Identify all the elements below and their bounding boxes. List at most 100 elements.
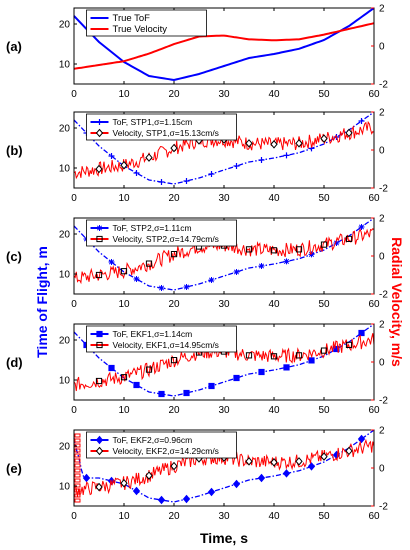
legend-label: Velocity, STP2,σ=14.79cm/s [113,234,219,244]
y-tick-label-left: 10 [59,164,71,175]
legend-label: True ToF [113,13,151,24]
y-tick-label-left: 20 [59,336,71,347]
x-tick-label: 60 [368,511,380,522]
y-tick-label-right: 2 [379,108,385,119]
x-tick-label: 30 [218,405,230,416]
y-tick-label-right: 0 [379,252,385,263]
y-tick-label-left: 20 [59,124,71,135]
legend-marker [95,435,104,445]
velocity-initial-marker [74,448,81,453]
tof-marker [257,473,266,483]
velocity-marker [145,153,153,162]
velocity-marker [145,366,153,373]
x-tick-label: 20 [168,299,180,310]
tof-marker [182,494,191,504]
velocity-marker [295,457,303,466]
x-tick-label: 50 [318,405,330,416]
tof-marker [133,276,140,282]
y-tick-label-right: -2 [379,502,388,513]
tof-marker [358,224,365,230]
x-tick-label: 50 [318,89,330,100]
tof-marker [308,357,315,364]
legend-marker [96,330,103,338]
tof-marker [208,171,215,177]
x-tick-label: 60 [368,89,380,100]
y-axis-label-right: Radial Velocity, m/s [389,237,405,367]
velocity-marker [270,247,278,254]
y-tick-label-right: -2 [379,290,388,301]
x-tick-label: 20 [168,193,180,204]
tof-marker [132,486,141,496]
velocity-initial-marker [74,498,81,503]
velocity-marker [120,374,128,381]
y-tick-label-right: 0 [379,146,385,157]
velocity-initial-marker [74,438,81,443]
tof-marker [82,473,91,483]
x-tick-label: 30 [218,511,230,522]
x-tick-label: 40 [268,511,280,522]
x-tick-label: 10 [118,89,130,100]
y-tick-label-left: 20 [59,20,71,31]
tof-marker [108,153,115,159]
tof-marker [233,374,240,382]
x-tick-label: 0 [71,89,77,100]
velocity-marker [320,452,328,461]
panel-tag: (d) [6,355,23,370]
y-tick-label-left: 10 [59,482,71,493]
x-tick-label: 50 [318,299,330,310]
x-tick-label: 40 [268,299,280,310]
velocity-marker [245,246,253,253]
tof-marker [308,251,315,258]
y-tick-label-right: -2 [379,396,388,407]
y-tick-label-right: 2 [379,4,385,15]
tof-marker [233,163,240,169]
tof-marker [108,364,115,372]
velocity-marker [95,482,103,492]
legend-marker [95,446,104,456]
x-axis-label: Time, s [200,530,248,546]
tof-marker [183,389,190,397]
legend-label: True Velocity [113,24,168,35]
velocity-marker [345,341,353,348]
series-velocity-line [73,22,375,70]
velocity-marker [270,353,278,360]
tof-marker [158,285,165,291]
velocity-marker [295,246,303,253]
velocity-initial-marker [74,458,81,463]
legend-marker [96,235,103,243]
x-tick-label: 50 [318,193,330,204]
y-axis-label-left: Time of Flight, m [34,246,50,358]
series-tof-line [73,217,375,291]
velocity-marker [95,377,103,385]
panel-tag: (a) [6,39,22,54]
velocity-marker [270,140,278,149]
tof-marker [207,487,216,497]
tof-marker [333,240,340,246]
tof-marker [258,157,265,163]
tof-marker [157,495,166,505]
velocity-marker [95,271,103,279]
velocity-marker [170,357,178,364]
x-tick-label: 0 [71,299,77,310]
tof-marker [133,170,140,176]
legend-marker [96,119,103,125]
y-tick-label-right: 2 [379,214,385,225]
x-tick-label: 0 [71,193,77,204]
legend-label: ToF, EKF1,σ=1.14cm [113,329,193,339]
x-tick-label: 30 [218,299,230,310]
tof-marker [208,382,215,390]
y-tick-label-left: 10 [59,270,71,281]
legend-box [86,9,207,37]
x-tick-label: 10 [118,511,130,522]
x-tick-label: 40 [268,405,280,416]
chart-panel-3: (d) 0 10 20 30 40 50 60 10 20 -2 0 2 ToF, EKF1,σ=1.14… [6,320,388,417]
tof-marker [283,152,290,159]
x-tick-label: 50 [318,511,330,522]
y-tick-label-right: 2 [379,320,385,331]
x-tick-label: 60 [368,193,380,204]
series-tof-line [73,111,375,185]
tof-marker [357,434,366,444]
velocity-marker [270,458,278,467]
